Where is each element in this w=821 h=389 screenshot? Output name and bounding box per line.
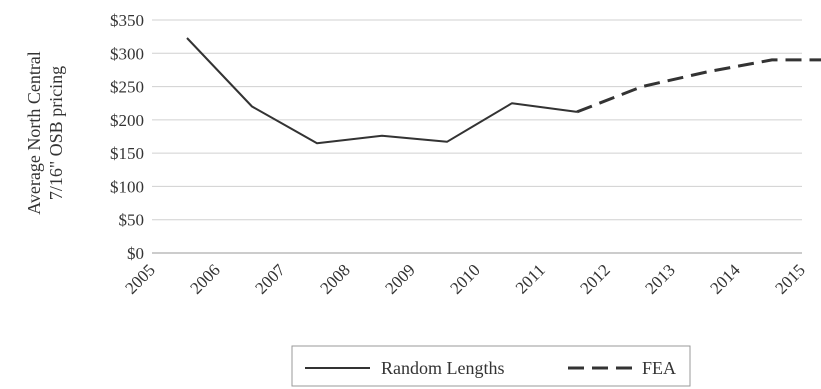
x-tick-label: 2007 xyxy=(251,260,289,298)
legend-label-fea: FEA xyxy=(642,358,676,378)
y-axis-ticks: $0 $50 $100 $150 $200 $250 $300 $350 xyxy=(110,11,144,263)
x-tick-label: 2014 xyxy=(706,260,744,298)
y-axis-label-line-1: Average North Central xyxy=(24,51,44,215)
x-axis-ticks: 2005 2006 2007 2008 2009 2010 2011 2012 2013 2014… xyxy=(121,260,808,298)
series-lines xyxy=(186,37,821,145)
legend: Random Lengths FEA xyxy=(291,345,691,387)
gridlines xyxy=(152,19,802,254)
x-tick-label: 2012 xyxy=(576,260,613,297)
series-line-fea xyxy=(576,58,821,114)
y-axis-label-line-2: 7/16" OSB pricing xyxy=(46,66,66,200)
x-tick-label: 2011 xyxy=(512,260,549,297)
y-tick-label: $300 xyxy=(110,44,144,63)
x-tick-label: 2010 xyxy=(446,260,483,297)
y-tick-label: $150 xyxy=(110,144,144,163)
y-tick-label: $350 xyxy=(110,11,144,30)
y-tick-label: $0 xyxy=(127,244,144,263)
x-tick-label: 2006 xyxy=(186,260,223,297)
x-tick-label: 2013 xyxy=(641,260,678,297)
y-tick-label: $100 xyxy=(110,177,144,196)
y-tick-label: $50 xyxy=(119,211,145,230)
x-tick-label: 2005 xyxy=(121,260,158,297)
y-tick-label: $250 xyxy=(110,78,144,97)
x-tick-label: 2009 xyxy=(381,260,418,297)
legend-label-random-lengths: Random Lengths xyxy=(381,358,505,378)
x-tick-label: 2015 xyxy=(771,260,808,297)
y-tick-label: $200 xyxy=(110,111,144,130)
legend-box xyxy=(291,345,691,387)
x-tick-label: 2008 xyxy=(316,260,353,297)
